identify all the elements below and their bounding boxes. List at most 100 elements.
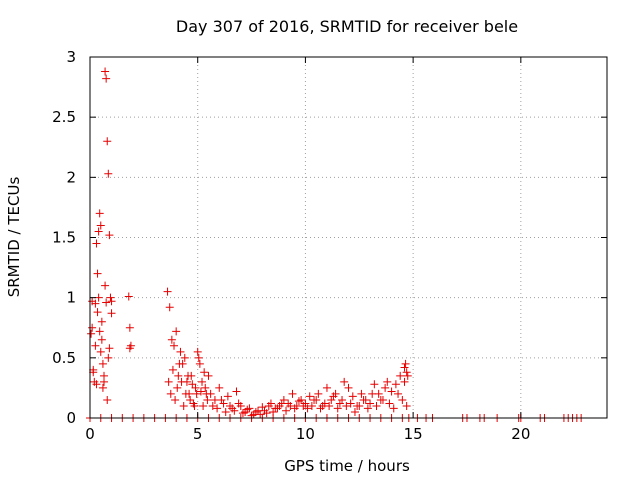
data-point	[357, 389, 366, 398]
data-point	[288, 389, 297, 398]
data-point	[251, 407, 260, 416]
data-point	[102, 74, 111, 83]
data-point	[166, 389, 175, 398]
data-point	[103, 137, 112, 146]
data-point	[168, 365, 177, 374]
data-point	[195, 359, 204, 368]
data-point	[381, 383, 390, 392]
data-point	[101, 281, 110, 290]
data-point	[389, 404, 398, 413]
data-point	[215, 383, 224, 392]
data-point	[333, 404, 342, 413]
y-tick-label-6: 3	[66, 48, 76, 66]
x-tick-label-3: 15	[404, 425, 423, 443]
y-axis-title: SRMTID / TECUs	[5, 177, 23, 298]
data-point	[196, 387, 205, 396]
data-point	[294, 397, 303, 406]
grid-lines	[90, 57, 607, 418]
data-point	[89, 368, 98, 377]
data-point	[400, 377, 409, 386]
data-point	[277, 399, 286, 408]
data-point	[105, 344, 114, 353]
x-tick-label-4: 20	[511, 425, 530, 443]
data-point	[320, 399, 329, 408]
data-point	[344, 383, 353, 392]
data-point	[282, 406, 291, 415]
data-point	[194, 353, 203, 362]
data-point	[400, 363, 409, 372]
data-point	[256, 410, 265, 419]
data-point	[322, 383, 331, 392]
data-point	[329, 392, 338, 401]
data-point	[170, 341, 179, 350]
data-point	[175, 359, 184, 368]
data-point	[188, 380, 197, 389]
data-point	[238, 409, 247, 418]
data-point	[174, 371, 183, 380]
data-point	[279, 395, 288, 404]
data-point	[206, 389, 215, 398]
data-point	[316, 404, 325, 413]
data-point	[234, 399, 243, 408]
data-point	[173, 383, 182, 392]
data-point	[94, 227, 103, 236]
x-tick-label-0: 0	[85, 425, 95, 443]
data-point	[223, 392, 232, 401]
data-point	[96, 347, 105, 356]
data-point	[193, 347, 202, 356]
data-point	[217, 395, 226, 404]
data-point	[213, 404, 222, 413]
data-point	[93, 269, 102, 278]
plot-frame	[89, 56, 608, 419]
axis-ticks	[89, 56, 607, 419]
data-point	[398, 395, 407, 404]
data-point	[385, 399, 394, 408]
data-point	[181, 389, 190, 398]
data-point	[232, 387, 241, 396]
data-point	[383, 377, 392, 386]
data-point	[179, 401, 188, 410]
data-point	[403, 371, 412, 380]
data-point	[95, 209, 104, 218]
x-tick-label-1: 5	[193, 425, 203, 443]
data-point	[264, 401, 273, 410]
data-point	[107, 297, 116, 306]
data-point	[104, 169, 113, 178]
data-point	[401, 359, 410, 368]
data-point	[87, 329, 96, 338]
data-point	[340, 377, 349, 386]
data-point	[177, 377, 186, 386]
data-point	[100, 371, 109, 380]
data-point	[125, 323, 134, 332]
data-point	[163, 287, 172, 296]
data-point	[180, 353, 189, 362]
x-tick-label-2: 10	[296, 425, 315, 443]
data-point	[355, 401, 364, 410]
data-point	[314, 389, 323, 398]
data-point	[201, 383, 210, 392]
data-point	[98, 383, 107, 392]
data-point	[219, 399, 228, 408]
data-point	[171, 395, 180, 404]
data-point	[88, 323, 97, 332]
data-point	[92, 239, 101, 248]
data-point	[363, 404, 372, 413]
data-point	[190, 401, 199, 410]
tick-labels: 0 5 10 15 20 0 0.5 1 1.5 2 2.5 3	[52, 48, 530, 443]
data-point	[104, 353, 113, 362]
data-point	[273, 404, 282, 413]
data-point	[167, 335, 176, 344]
data-point	[191, 383, 200, 392]
y-tick-label-1: 0.5	[52, 349, 76, 367]
data-point	[303, 404, 312, 413]
data-point	[124, 292, 133, 301]
data-point	[221, 407, 230, 416]
data-point	[97, 317, 106, 326]
data-point	[391, 380, 400, 389]
data-point	[327, 395, 336, 404]
data-point	[370, 380, 379, 389]
data-point	[286, 401, 295, 410]
data-point	[97, 335, 106, 344]
data-point	[338, 395, 347, 404]
